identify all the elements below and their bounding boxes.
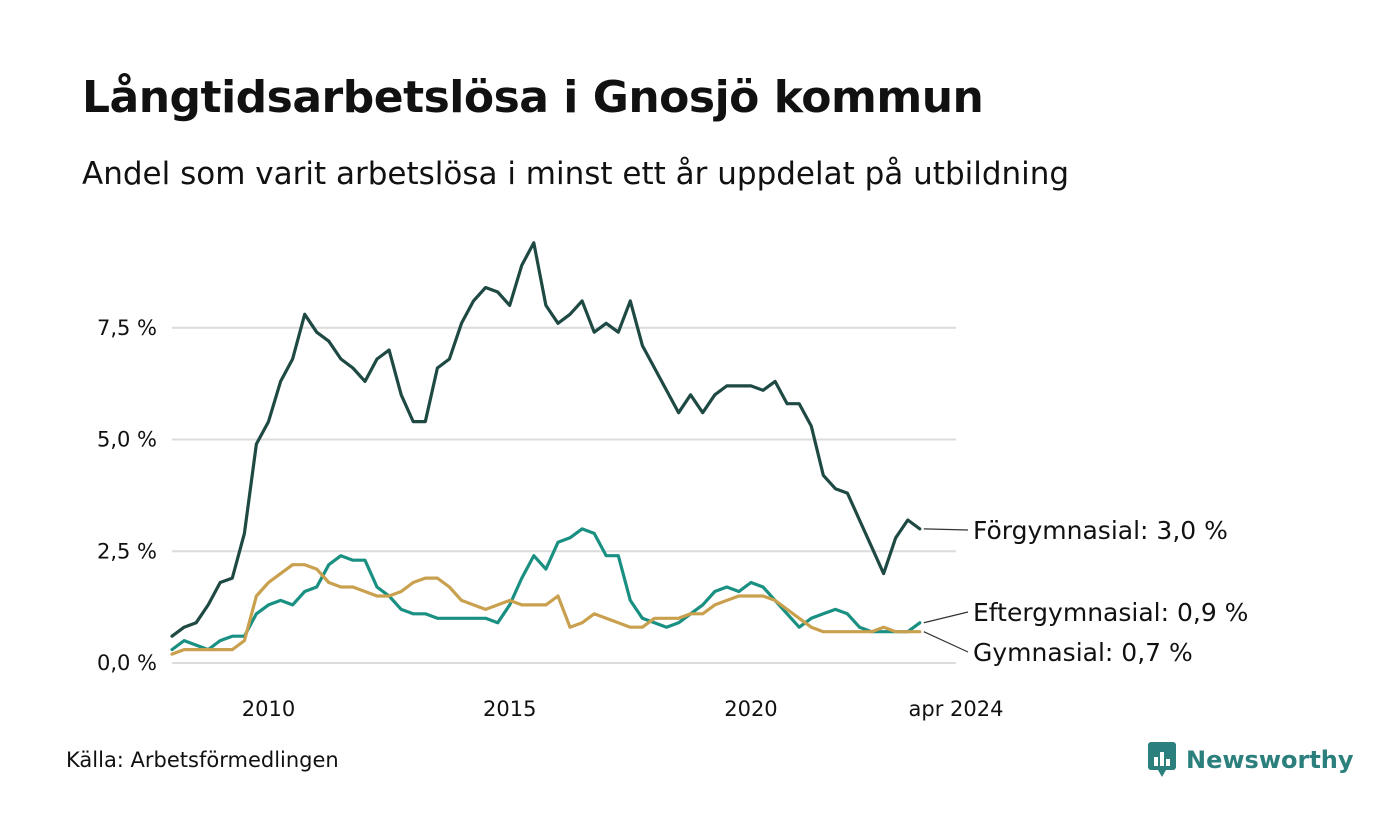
end-label-connector — [923, 528, 969, 531]
series-line-förgymnasial — [170, 241, 922, 638]
end-label-eftergymnasial: Eftergymnasial: 0,9 % — [973, 598, 1248, 627]
x-tick-label: 2015 — [483, 697, 536, 721]
y-tick-label: 0,0 % — [97, 651, 157, 675]
x-tick-label: 2010 — [242, 697, 295, 721]
x-tick-label: 2020 — [724, 697, 777, 721]
end-label-layer: Förgymnasial: 3,0 % Eftergymnasial: 0,9 %… — [923, 516, 1248, 667]
y-axis-ticks: 0,0 % 2,5 % 5,0 % 7,5 % — [97, 316, 157, 675]
end-label-gymnasial: Gymnasial: 0,7 % — [973, 638, 1193, 667]
end-label-förgymnasial: Förgymnasial: 3,0 % — [973, 516, 1228, 545]
brand-logo: Newsworthy — [1148, 742, 1354, 778]
newsworthy-chart-bubble-icon — [1148, 742, 1176, 777]
y-tick-label: 7,5 % — [97, 316, 157, 340]
chart-subtitle: Andel som varit arbetslösa i minst ett å… — [82, 156, 1070, 192]
end-label-connector — [923, 611, 969, 624]
x-tick-label: apr 2024 — [909, 697, 1004, 721]
x-axis-ticks: 2010 2015 2020 apr 2024 — [242, 697, 1004, 721]
chart-title: Långtidsarbetslösa i Gnosjö kommun — [82, 72, 984, 123]
series-line-eftergymnasial — [170, 527, 922, 652]
source-note: Källa: Arbetsförmedlingen — [66, 748, 339, 772]
y-tick-label: 2,5 % — [97, 539, 157, 563]
series-layer — [170, 241, 922, 656]
y-tick-label: 5,0 % — [97, 428, 157, 452]
end-label-connector — [923, 631, 969, 653]
series-line-gymnasial — [170, 563, 922, 656]
brand-name: Newsworthy — [1186, 746, 1354, 774]
